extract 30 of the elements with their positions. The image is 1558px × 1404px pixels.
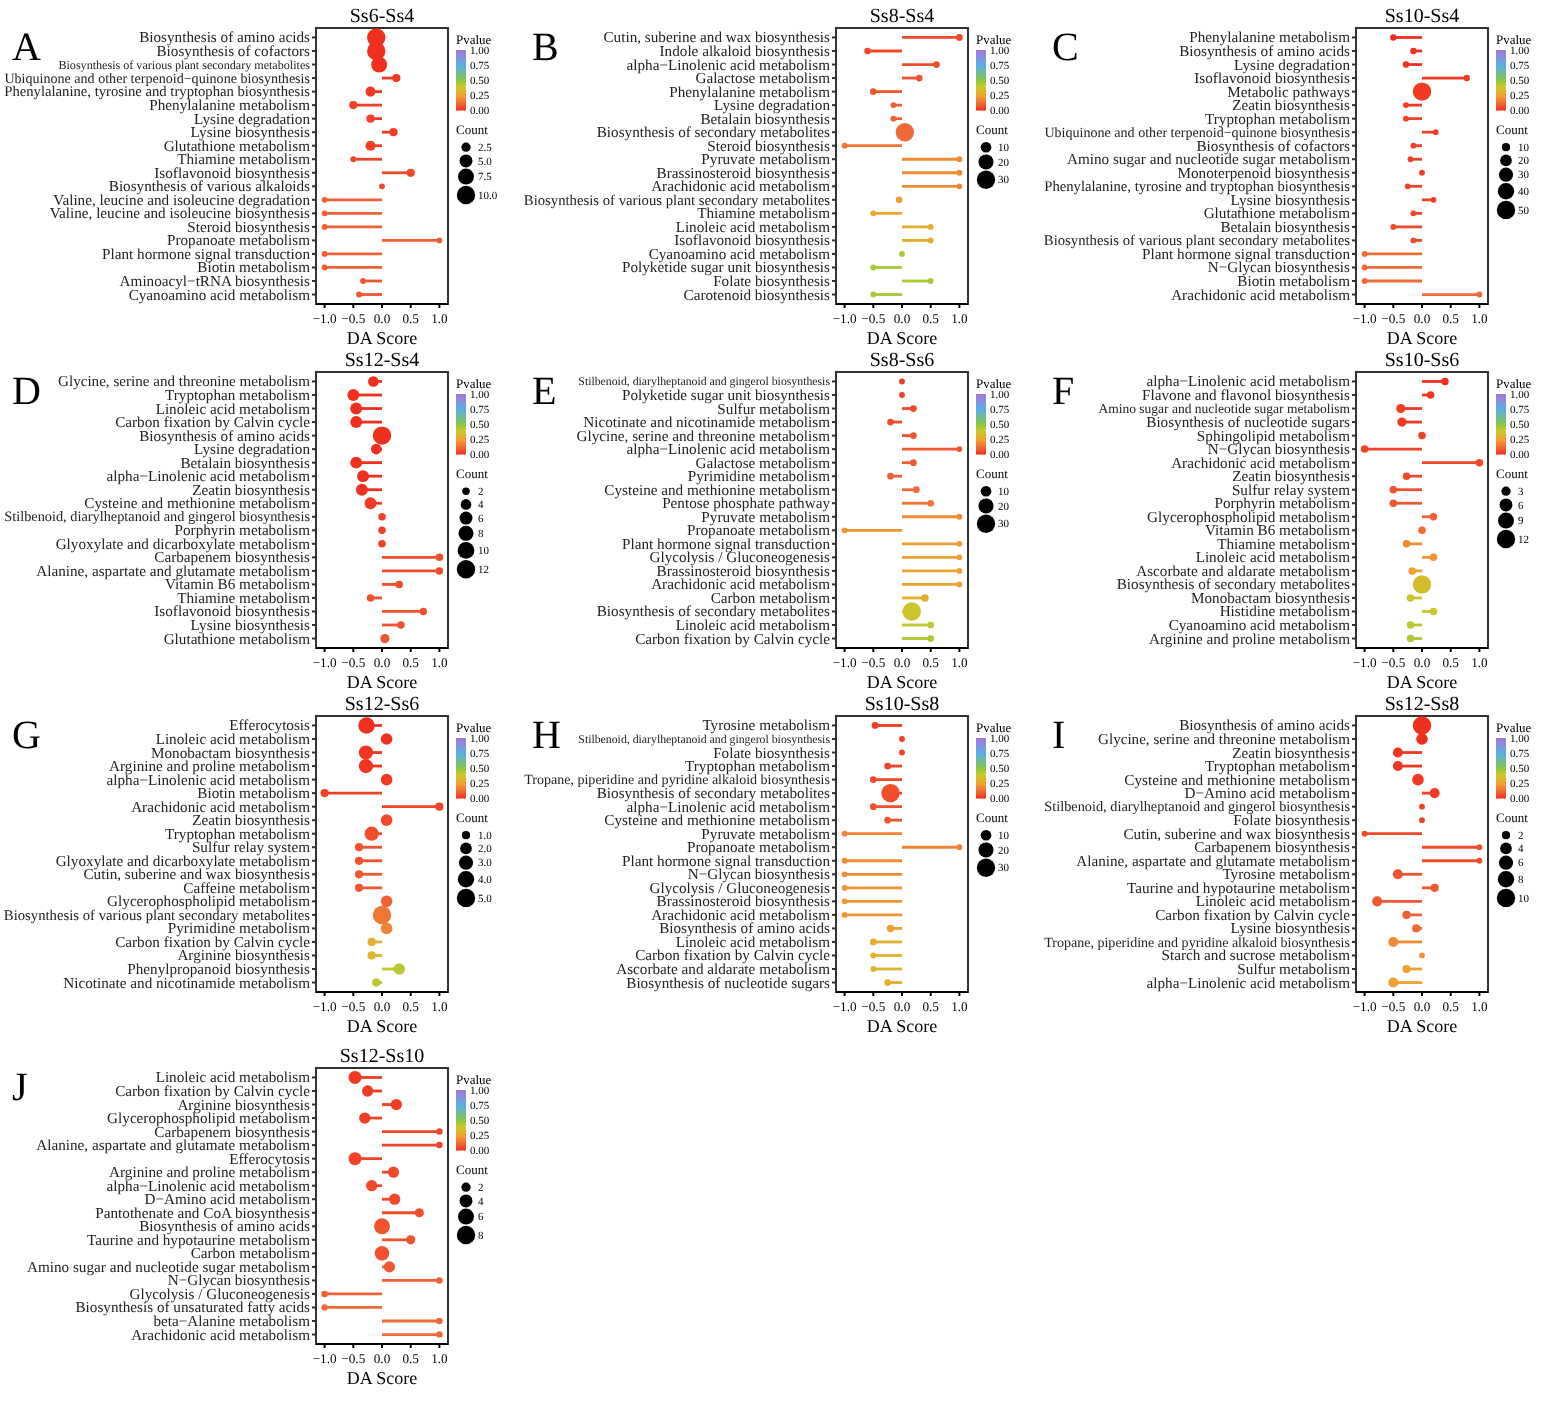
chart-title: Ss10-Ss8 (864, 694, 940, 716)
x-axis-title: DA Score (1386, 1016, 1458, 1036)
chart-title: Ss10-Ss4 (1384, 6, 1460, 28)
chart-title: Ss10-Ss6 (1384, 350, 1460, 372)
text: C (1052, 26, 1079, 70)
chart-title: Ss8-Ss4 (869, 6, 935, 28)
chart-title: Ss12-Ss10 (339, 1046, 425, 1068)
text: F (1052, 370, 1075, 414)
x-axis-title: DA Score (866, 328, 938, 348)
x-axis-title: DA Score (1386, 328, 1458, 348)
text: G (12, 714, 41, 758)
text: B (532, 26, 559, 70)
x-axis-title: DA Score (346, 328, 418, 348)
text: E (532, 370, 557, 414)
text: D (12, 370, 41, 414)
x-axis-title: DA Score (346, 1368, 418, 1388)
x-axis-title: DA Score (346, 1016, 418, 1036)
chart-title: Ss6-Ss4 (349, 6, 415, 28)
chart-title: Ss8-Ss6 (869, 350, 935, 372)
chart-title: Ss12-Ss8 (1384, 694, 1460, 716)
chart-title: Ss12-Ss4 (344, 350, 420, 372)
text: J (12, 1066, 28, 1110)
text: I (1052, 714, 1066, 758)
x-axis-title: DA Score (866, 672, 938, 692)
text: H (532, 714, 561, 758)
text: A (12, 26, 42, 70)
chart-title: Ss12-Ss6 (344, 694, 420, 716)
x-axis-title: DA Score (346, 672, 418, 692)
x-axis-title: DA Score (1386, 672, 1458, 692)
x-axis-title: DA Score (866, 1016, 938, 1036)
